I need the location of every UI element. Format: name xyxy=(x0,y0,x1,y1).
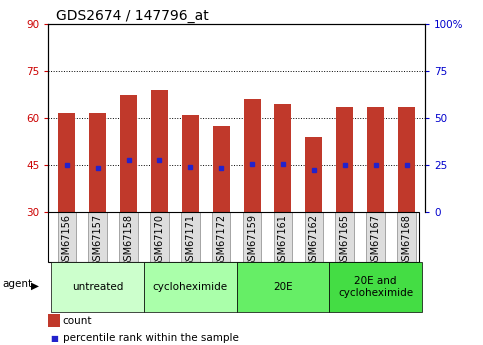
Bar xyxy=(88,212,107,262)
Bar xyxy=(144,262,237,312)
Text: ▶: ▶ xyxy=(31,280,40,290)
Bar xyxy=(329,262,422,312)
Bar xyxy=(51,262,144,312)
Text: GSM67159: GSM67159 xyxy=(247,214,257,267)
Bar xyxy=(213,126,230,212)
Bar xyxy=(57,212,76,262)
Text: agent: agent xyxy=(2,279,32,289)
Text: GSM67172: GSM67172 xyxy=(216,214,226,267)
Bar xyxy=(367,107,384,212)
Bar xyxy=(237,262,329,312)
Text: GDS2674 / 147796_at: GDS2674 / 147796_at xyxy=(56,9,209,23)
Bar xyxy=(120,95,137,212)
Bar xyxy=(212,212,230,262)
Text: GSM67162: GSM67162 xyxy=(309,214,319,267)
Bar xyxy=(398,107,415,212)
Bar xyxy=(397,212,416,262)
Text: 20E and
cycloheximide: 20E and cycloheximide xyxy=(338,276,413,298)
Text: GSM67170: GSM67170 xyxy=(155,214,165,267)
Bar xyxy=(89,114,106,212)
Bar xyxy=(151,90,168,212)
Bar xyxy=(182,115,199,212)
Bar xyxy=(181,212,199,262)
Bar xyxy=(150,212,169,262)
Text: percentile rank within the sample: percentile rank within the sample xyxy=(63,333,239,343)
Text: GSM67158: GSM67158 xyxy=(124,214,134,267)
Text: GSM67161: GSM67161 xyxy=(278,214,288,267)
Text: GSM67165: GSM67165 xyxy=(340,214,350,267)
Text: GSM67168: GSM67168 xyxy=(401,214,412,267)
Text: cycloheximide: cycloheximide xyxy=(153,282,228,292)
Bar xyxy=(305,137,322,212)
Text: GSM67167: GSM67167 xyxy=(370,214,381,267)
Bar xyxy=(243,99,261,212)
Text: count: count xyxy=(63,316,92,326)
Bar xyxy=(336,107,353,212)
Bar xyxy=(119,212,138,262)
Text: 20E: 20E xyxy=(273,282,293,292)
Bar xyxy=(367,212,385,262)
Text: GSM67157: GSM67157 xyxy=(93,214,103,267)
Text: GSM67171: GSM67171 xyxy=(185,214,195,267)
Bar xyxy=(243,212,261,262)
Text: untreated: untreated xyxy=(72,282,123,292)
Bar xyxy=(336,212,354,262)
Bar xyxy=(305,212,323,262)
Bar xyxy=(274,212,292,262)
Text: GSM67156: GSM67156 xyxy=(62,214,72,267)
Bar xyxy=(58,114,75,212)
Bar xyxy=(274,104,291,212)
Text: ■: ■ xyxy=(50,334,58,343)
